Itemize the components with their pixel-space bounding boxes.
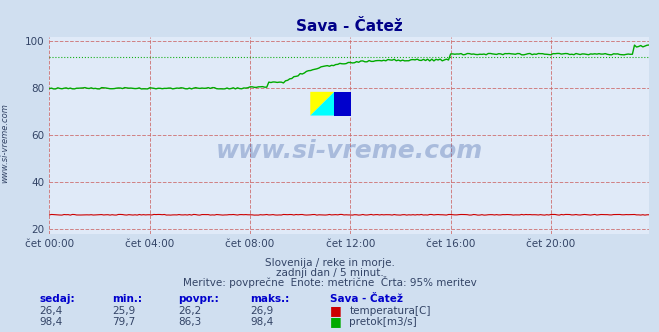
- Text: 98,4: 98,4: [250, 317, 273, 327]
- Text: sedaj:: sedaj:: [40, 294, 75, 304]
- Text: 79,7: 79,7: [112, 317, 135, 327]
- Text: povpr.:: povpr.:: [178, 294, 219, 304]
- Text: www.si-vreme.com: www.si-vreme.com: [215, 139, 483, 163]
- Polygon shape: [310, 92, 334, 116]
- Text: pretok[m3/s]: pretok[m3/s]: [349, 317, 417, 327]
- Text: 98,4: 98,4: [40, 317, 63, 327]
- Text: Sava - Čatež: Sava - Čatež: [330, 294, 403, 304]
- Text: maks.:: maks.:: [250, 294, 290, 304]
- Title: Sava - Čatež: Sava - Čatež: [296, 19, 403, 34]
- Text: ■: ■: [330, 315, 341, 328]
- Text: zadnji dan / 5 minut.: zadnji dan / 5 minut.: [275, 268, 384, 278]
- Polygon shape: [310, 92, 334, 116]
- Text: ■: ■: [330, 304, 341, 317]
- Text: 26,2: 26,2: [178, 306, 201, 316]
- Text: temperatura[C]: temperatura[C]: [349, 306, 431, 316]
- Text: www.si-vreme.com: www.si-vreme.com: [1, 103, 10, 183]
- Bar: [334, 92, 351, 116]
- Text: Slovenija / reke in morje.: Slovenija / reke in morje.: [264, 258, 395, 268]
- Text: Meritve: povprečne  Enote: metrične  Črta: 95% meritev: Meritve: povprečne Enote: metrične Črta:…: [183, 276, 476, 288]
- Text: 26,9: 26,9: [250, 306, 273, 316]
- Text: min.:: min.:: [112, 294, 142, 304]
- Text: 86,3: 86,3: [178, 317, 201, 327]
- Text: 25,9: 25,9: [112, 306, 135, 316]
- Text: 26,4: 26,4: [40, 306, 63, 316]
